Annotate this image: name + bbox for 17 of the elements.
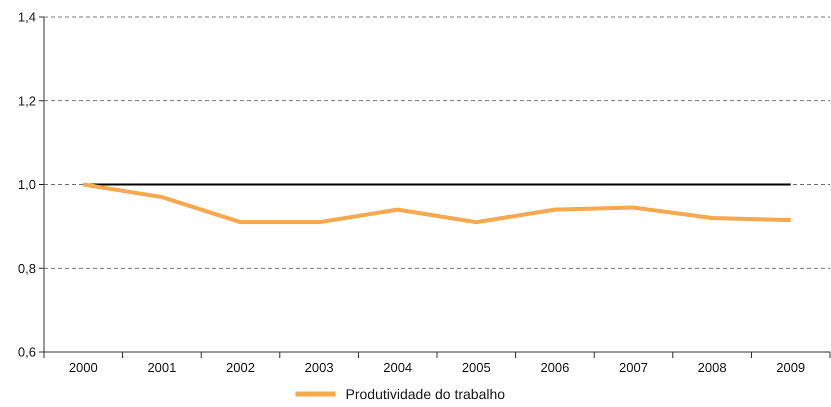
x-tick-label: 2002 [226, 360, 255, 375]
x-tick-label: 2001 [147, 360, 176, 375]
y-tick-label: 0,8 [18, 260, 36, 276]
x-tick-label: 2000 [68, 360, 98, 375]
x-tick-label: 2004 [383, 360, 412, 375]
x-tick-label: 2006 [540, 360, 570, 375]
x-tick-label: 2007 [619, 360, 648, 375]
y-tick-label: 1,4 [18, 10, 36, 25]
line-series [81, 182, 793, 224]
y-tick-label: 0,6 [18, 344, 36, 360]
x-tick-label: 2008 [698, 360, 727, 375]
y-tick-label: 1,0 [18, 177, 36, 192]
legend-label: Produtividade do trabalho [346, 386, 506, 402]
x-tick-label: 2009 [776, 360, 806, 375]
x-tick-label: 2005 [462, 360, 491, 375]
y-tick-label: 1,2 [18, 93, 36, 108]
x-tick-label: 2003 [304, 360, 334, 375]
